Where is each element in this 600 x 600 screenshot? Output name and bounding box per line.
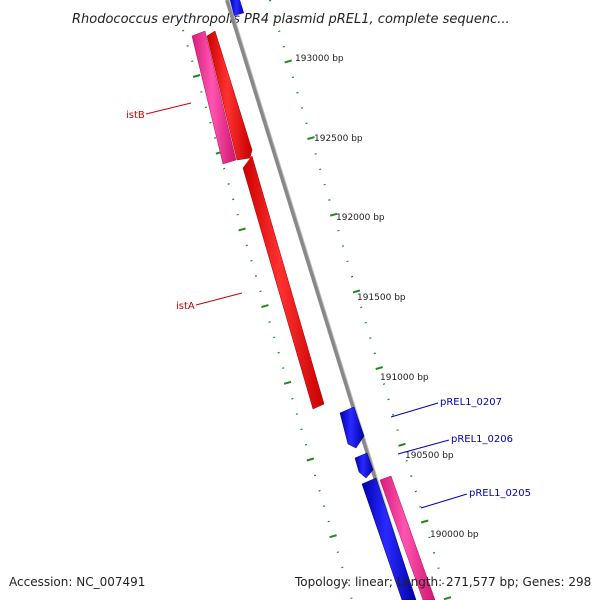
ruler-major-tick: [192, 74, 201, 78]
gene-feature-pREL1_0205-pink[interactable]: [379, 475, 436, 600]
ruler-major-tick: [398, 442, 406, 447]
gene-label-pREL1_0205[interactable]: pREL1_0205: [420, 488, 531, 509]
svg-text:istA: istA: [176, 301, 195, 312]
ruler-major-tick: [261, 304, 269, 309]
tick-label-191000: 191000 bp: [380, 373, 429, 383]
ruler-major-tick: [443, 596, 452, 600]
svg-text:istB: istB: [126, 110, 145, 121]
ruler-major-tick: [329, 534, 337, 539]
ruler-major-tick: [283, 380, 292, 385]
ruler-major-tick: [375, 366, 383, 371]
scale-ticks: 193000 bp 192500 bp 192000 bp 191500 bp …: [295, 54, 479, 540]
topology-summary-text: Topology: linear; Length: 271,577 bp; Ge…: [294, 575, 591, 589]
tick-label-190000: 190000 bp: [430, 530, 479, 540]
gene-feature-top-blue[interactable]: [230, 0, 244, 16]
svg-text:pREL1_0207: pREL1_0207: [440, 397, 502, 408]
tick-label-191500: 191500 bp: [357, 293, 406, 303]
gene-feature-istB[interactable]: [206, 30, 253, 161]
gene-feature-pREL1_0207[interactable]: [339, 406, 365, 449]
gene-label-istA[interactable]: istA: [176, 292, 243, 312]
tick-label-192500: 192500 bp: [314, 134, 363, 144]
gene-label-pREL1_0206[interactable]: pREL1_0206: [397, 434, 513, 455]
gene-label-pREL1_0207[interactable]: pREL1_0207: [390, 397, 502, 418]
ruler-right-dotted-line: [269, 0, 452, 600]
ruler-major-tick: [352, 289, 361, 294]
gene-feature-istA[interactable]: [242, 155, 325, 410]
svg-text:pREL1_0205: pREL1_0205: [469, 488, 531, 499]
accession-text: Accession: NC_007491: [9, 575, 145, 589]
tick-label-193000: 193000 bp: [295, 54, 344, 64]
ruler-major-tick: [307, 136, 315, 141]
gene-feature-istB-pink[interactable]: [191, 30, 237, 165]
svg-text:pREL1_0206: pREL1_0206: [451, 434, 513, 445]
gene-label-istB[interactable]: istB: [126, 102, 192, 121]
tick-label-190500: 190500 bp: [405, 451, 454, 461]
ruler-major-tick: [238, 227, 246, 232]
tick-label-192000: 192000 bp: [336, 213, 385, 223]
gene-feature-pREL1_0205[interactable]: [361, 477, 417, 600]
ruler-major-tick: [420, 519, 429, 524]
ruler-major-tick: [329, 212, 338, 217]
ruler-major-tick: [284, 59, 292, 64]
map-title: Rhodococcus erythropolis PR4 plasmid pRE…: [72, 12, 510, 27]
ruler-major-tick: [306, 457, 315, 462]
gene-feature-pREL1_0206[interactable]: [354, 452, 374, 479]
ruler-left-dotted-line: [182, 29, 353, 599]
